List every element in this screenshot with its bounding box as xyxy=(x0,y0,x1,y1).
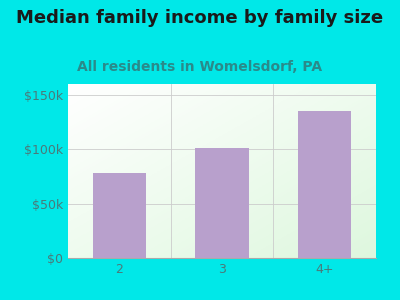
Bar xyxy=(195,148,249,258)
Text: All residents in Womelsdorf, PA: All residents in Womelsdorf, PA xyxy=(78,60,322,74)
Text: Median family income by family size: Median family income by family size xyxy=(16,9,384,27)
Bar xyxy=(298,111,351,258)
Bar xyxy=(93,173,146,258)
